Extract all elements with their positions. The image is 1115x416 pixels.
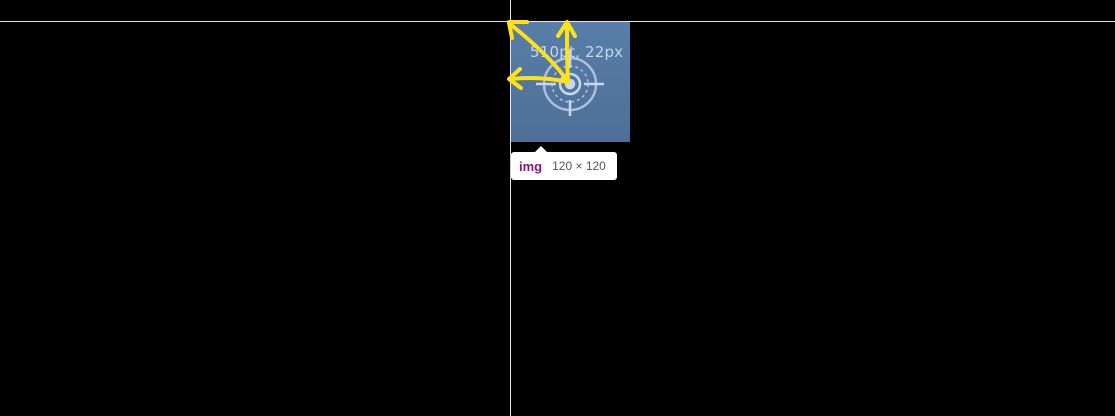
- tooltip-element-size: 120 × 120: [552, 159, 606, 173]
- tooltip-pointer: [535, 146, 547, 152]
- crosshair-target-icon: [536, 50, 604, 116]
- vertical-guide-line: [510, 0, 511, 416]
- highlighted-image-element[interactable]: 510pt, 22px: [511, 22, 630, 142]
- element-size-tooltip: img 120 × 120: [511, 146, 617, 180]
- coordinate-readout: 510pt, 22px: [530, 43, 624, 61]
- tooltip-element-tag: img: [519, 158, 543, 174]
